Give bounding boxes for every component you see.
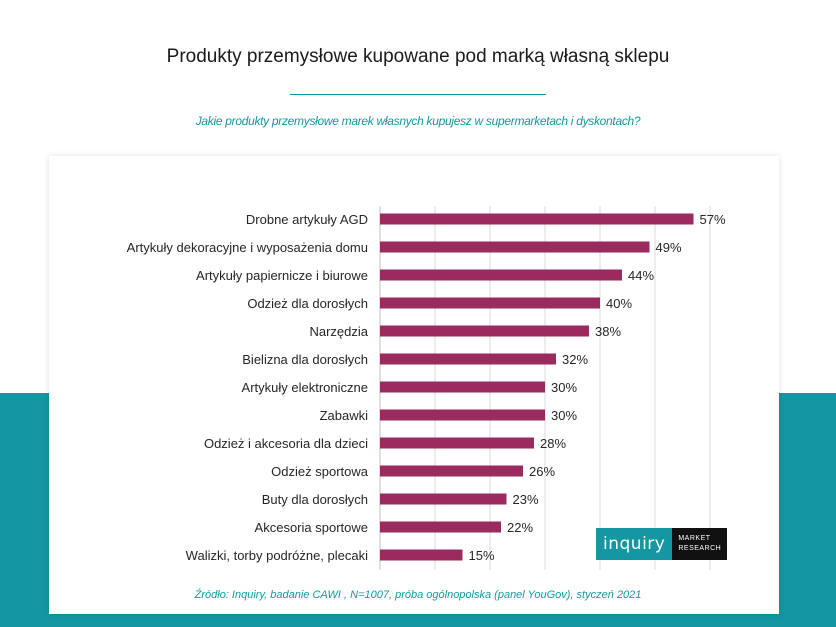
bar (380, 465, 523, 477)
data-label: 26% (529, 464, 555, 479)
category-label: Drobne artykuły AGD (246, 212, 368, 227)
inquiry-logo: inquiry MARKET RESEARCH (596, 528, 728, 560)
category-label: Artykuły papiernicze i biurowe (196, 268, 368, 283)
bar (380, 297, 600, 309)
bar (380, 409, 545, 421)
data-label: 23% (513, 492, 539, 507)
source-note: Źródło: Inquiry, badanie CAWI , N=1007, … (194, 589, 642, 601)
bar (380, 325, 589, 337)
bar (380, 241, 650, 253)
data-label: 28% (540, 436, 566, 451)
survey-question: Jakie produkty przemysłowe marek własnyc… (195, 114, 641, 128)
page-title: Produkty przemysłowe kupowane pod marką … (166, 46, 670, 67)
bar (380, 493, 507, 505)
bar (380, 521, 501, 533)
title-divider (290, 94, 546, 95)
category-label: Odzież i akcesoria dla dzieci (204, 436, 368, 451)
data-label: 30% (551, 380, 577, 395)
bar (380, 353, 556, 365)
category-label: Walizki, torby podróżne, plecaki (186, 548, 368, 563)
logo-tagline-line1: MARKET (678, 535, 711, 542)
data-label: 49% (656, 240, 682, 255)
logo-tagline: MARKET RESEARCH (672, 528, 728, 560)
bar (380, 213, 694, 225)
data-label: 30% (551, 408, 577, 423)
logo-tagline-line2: RESEARCH (678, 545, 722, 552)
data-label: 38% (595, 324, 621, 339)
data-label: 15% (469, 548, 495, 563)
category-label: Bielizna dla dorosłych (242, 352, 368, 367)
category-label: Artykuły dekoracyjne i wyposażenia domu (127, 240, 368, 255)
data-label: 22% (507, 520, 533, 535)
bar (380, 437, 534, 449)
bar (380, 549, 463, 561)
data-label: 32% (562, 352, 588, 367)
category-label: Odzież dla dorosłych (247, 296, 368, 311)
data-label: 44% (628, 268, 654, 283)
category-label: Zabawki (320, 408, 369, 423)
category-label: Artykuły elektroniczne (242, 380, 368, 395)
bar (380, 269, 622, 281)
data-label: 57% (700, 212, 726, 227)
bar (380, 381, 545, 393)
category-label: Buty dla dorosłych (262, 492, 368, 507)
category-label: Narzędzia (309, 324, 368, 339)
data-label: 40% (606, 296, 632, 311)
category-label: Akcesoria sportowe (255, 520, 368, 535)
category-label: Odzież sportowa (271, 464, 369, 479)
logo-brand: inquiry (596, 528, 673, 560)
